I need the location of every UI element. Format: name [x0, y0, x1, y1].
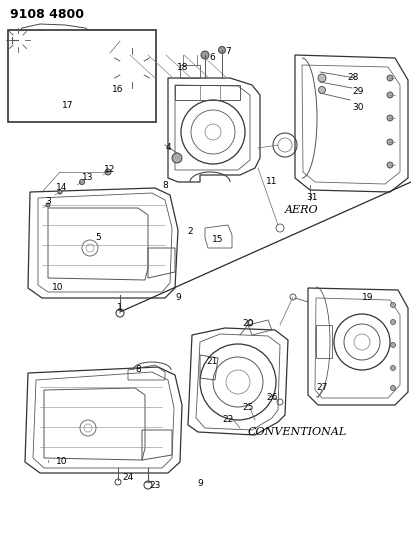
- Circle shape: [46, 203, 50, 207]
- Text: 9: 9: [175, 294, 181, 303]
- Text: 8: 8: [162, 182, 168, 190]
- Circle shape: [172, 153, 182, 163]
- Text: 2: 2: [187, 228, 193, 237]
- Text: 7: 7: [225, 47, 231, 56]
- Text: 10: 10: [56, 457, 68, 466]
- Circle shape: [319, 86, 326, 93]
- Text: 24: 24: [122, 473, 134, 482]
- Circle shape: [390, 385, 395, 391]
- Text: 14: 14: [56, 183, 68, 192]
- Text: 12: 12: [104, 166, 115, 174]
- Circle shape: [219, 46, 226, 53]
- Text: 13: 13: [82, 174, 94, 182]
- Text: 17: 17: [62, 101, 74, 109]
- Text: 8: 8: [135, 366, 141, 375]
- Text: 5: 5: [95, 232, 101, 241]
- Text: 19: 19: [362, 294, 374, 303]
- Circle shape: [105, 169, 111, 175]
- Text: 9: 9: [197, 479, 203, 488]
- Text: 27: 27: [316, 384, 328, 392]
- Circle shape: [387, 115, 393, 121]
- Circle shape: [387, 162, 393, 168]
- Text: 31: 31: [306, 192, 318, 201]
- Text: 4: 4: [165, 143, 171, 152]
- Circle shape: [387, 75, 393, 81]
- Circle shape: [201, 51, 209, 59]
- Text: 1: 1: [117, 303, 123, 312]
- Circle shape: [387, 139, 393, 145]
- Circle shape: [79, 180, 85, 184]
- Text: 28: 28: [347, 72, 359, 82]
- Text: 22: 22: [222, 416, 233, 424]
- Text: 29: 29: [352, 87, 364, 96]
- Text: 18: 18: [177, 63, 189, 72]
- Circle shape: [390, 343, 395, 348]
- Text: 26: 26: [266, 393, 278, 402]
- Text: 6: 6: [209, 52, 215, 61]
- Text: 9108 4800: 9108 4800: [10, 8, 84, 21]
- Text: 23: 23: [149, 481, 161, 489]
- Circle shape: [390, 366, 395, 370]
- Bar: [8, 30, 156, 122]
- Text: 10: 10: [52, 282, 64, 292]
- Text: 16: 16: [112, 85, 124, 94]
- Text: AERO: AERO: [285, 205, 319, 215]
- Circle shape: [390, 303, 395, 308]
- Text: 3: 3: [45, 198, 51, 206]
- Text: 30: 30: [352, 102, 364, 111]
- Circle shape: [58, 190, 62, 194]
- Text: 15: 15: [212, 236, 224, 245]
- Text: 21: 21: [206, 358, 218, 367]
- Text: 25: 25: [242, 403, 254, 413]
- Text: 20: 20: [242, 319, 254, 327]
- Text: 11: 11: [266, 177, 278, 187]
- Circle shape: [318, 74, 326, 82]
- Circle shape: [390, 319, 395, 325]
- Circle shape: [387, 92, 393, 98]
- Text: CONVENTIONAL: CONVENTIONAL: [248, 427, 347, 437]
